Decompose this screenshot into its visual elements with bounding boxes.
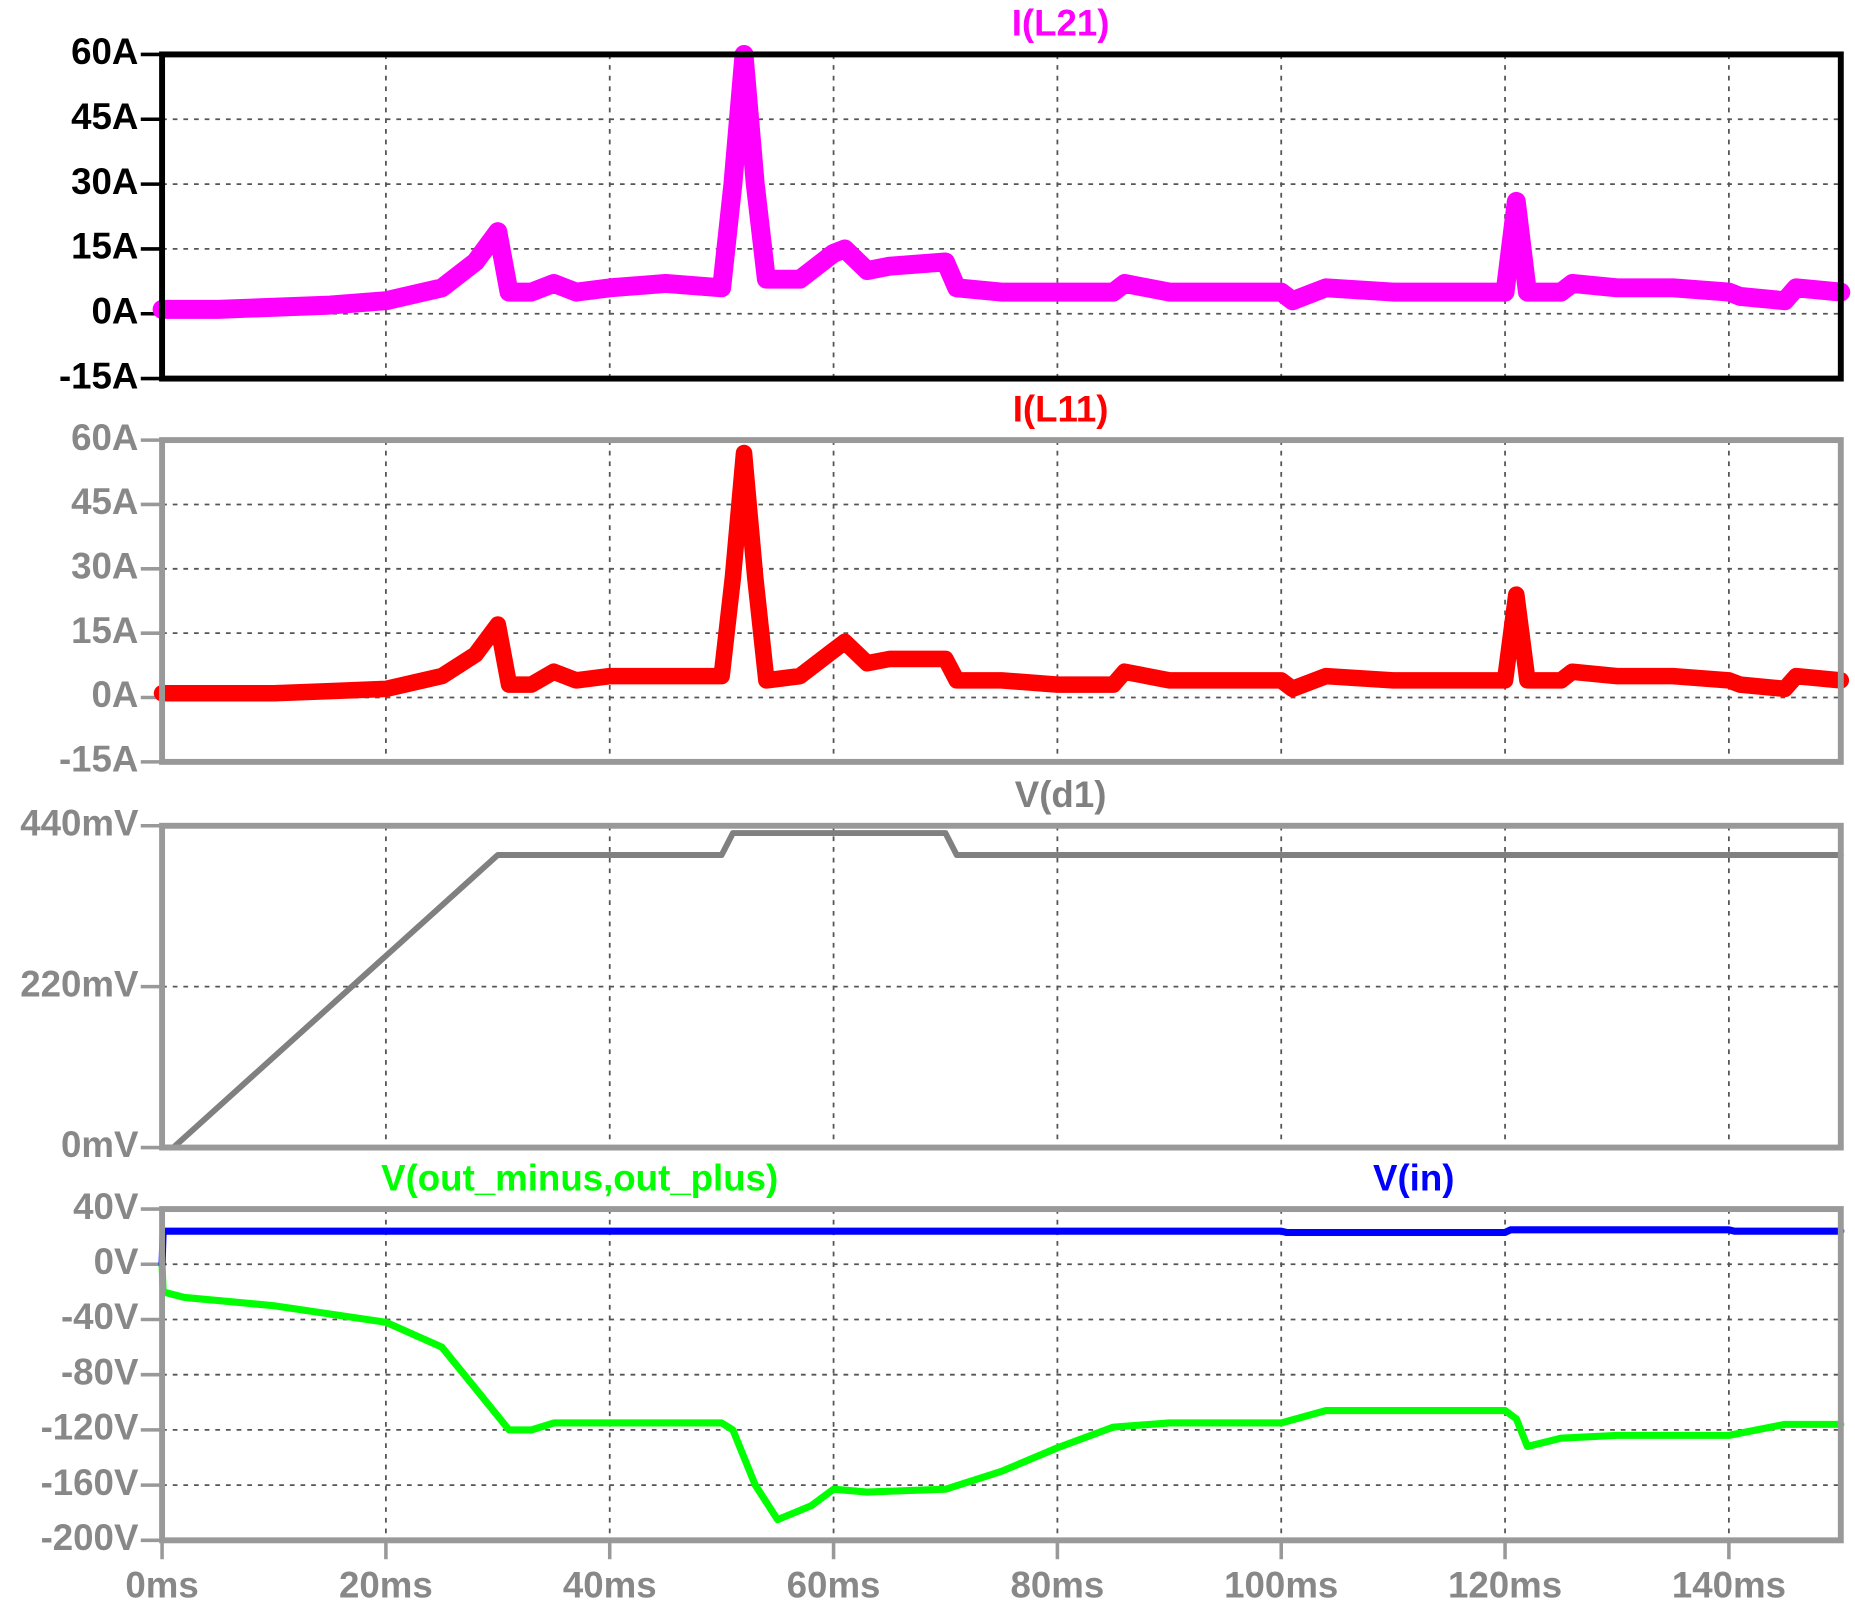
panel-title: I(L21) (1012, 3, 1110, 44)
plot-frame (159, 822, 1844, 1151)
y-tick-label: 45A (71, 481, 138, 522)
legend-label: V(in) (1373, 1157, 1454, 1198)
y-tick-label: 0A (92, 674, 139, 715)
series-line (158, 1260, 1845, 1524)
x-tick-label: 100ms (1224, 1564, 1338, 1605)
y-tick-label: -15A (59, 739, 138, 780)
y-tick-label: 30A (71, 161, 138, 202)
x-tick-label: 0ms (125, 1564, 198, 1605)
plot-frame (159, 51, 1844, 382)
y-tick-label: 440mV (20, 802, 139, 843)
y-tick-label: 40V (73, 1186, 139, 1227)
x-tick-label: 60ms (787, 1564, 881, 1605)
legend-label: V(out_minus,out_plus) (381, 1157, 778, 1198)
y-tick-label: -80V (61, 1351, 139, 1392)
y-tick-label: 0mV (61, 1124, 139, 1165)
x-tick-label: 80ms (1011, 1564, 1105, 1605)
series-line (158, 1226, 1845, 1268)
y-tick-label: 45A (71, 96, 138, 137)
y-tick-label: 0A (92, 290, 139, 331)
y-tick-label: 220mV (20, 963, 139, 1004)
y-tick-label: -40V (61, 1296, 139, 1337)
y-tick-label: -200V (41, 1517, 139, 1558)
x-tick-label: 40ms (563, 1564, 657, 1605)
x-tick-label: 140ms (1672, 1564, 1786, 1605)
y-tick-label: 60A (71, 417, 138, 458)
plot-frame (159, 437, 1844, 765)
y-tick-label: -160V (41, 1462, 139, 1503)
series-line (152, 44, 1851, 319)
y-tick-label: 15A (71, 226, 138, 267)
plot-frame (159, 1206, 1844, 1544)
panel-title: V(d1) (1015, 774, 1107, 815)
panel-title: I(L11) (1013, 388, 1109, 429)
x-tick-label: 20ms (339, 1564, 433, 1605)
x-tick-label: 120ms (1448, 1564, 1562, 1605)
y-tick-label: -120V (41, 1407, 139, 1448)
y-tick-label: 30A (71, 545, 138, 586)
y-tick-label: -15A (59, 355, 138, 396)
series-line (153, 444, 1850, 702)
y-tick-label: 60A (71, 31, 138, 72)
y-tick-label: 15A (71, 610, 138, 651)
series-line (159, 830, 1844, 1151)
y-tick-label: 0V (94, 1241, 139, 1282)
